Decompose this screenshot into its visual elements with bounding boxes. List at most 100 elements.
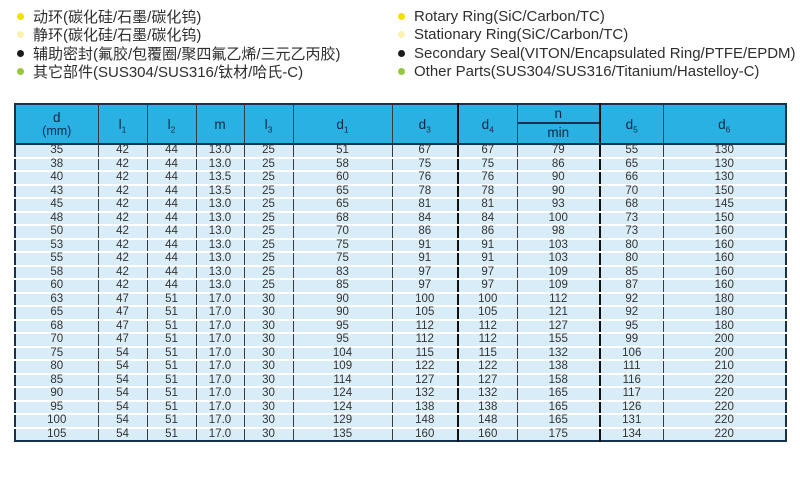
table-cell: 103: [517, 238, 601, 253]
table-cell: 80: [15, 360, 99, 375]
legend-item-label: 其它部件(SUS304/SUS316/钛材/哈氏-C): [33, 64, 304, 82]
table-cell: 44: [147, 252, 197, 267]
table-cell: 60: [293, 171, 393, 186]
table-cell: 66: [600, 171, 664, 186]
table-cell: 44: [147, 157, 197, 172]
table-cell: 100: [392, 292, 459, 307]
table-cell: 122: [458, 360, 518, 375]
table-row: 38 42 44 13.0 25 58 75 75 86 65 130: [15, 157, 786, 172]
split-header-n-min: n min: [517, 105, 599, 143]
legend-item-stationary-cn: 静环(碳化硅/石墨/碳化钨): [17, 26, 341, 44]
table-cell: 30: [244, 306, 294, 321]
table-cell: 42: [98, 252, 148, 267]
table-cell: 13.0: [196, 198, 245, 213]
header-label: d: [52, 110, 61, 125]
header-subscript: 2: [170, 124, 176, 135]
table-cell: 104: [293, 346, 393, 361]
table-cell: 51: [147, 427, 197, 441]
header-label: d: [718, 116, 726, 132]
table-cell: 17.0: [196, 400, 245, 415]
yellow-bullet-icon: [398, 12, 405, 20]
header-subscript: 3: [426, 124, 431, 135]
table-row: 45 42 44 13.0 25 65 81 81 93 68 145: [15, 198, 786, 213]
column-header: d6: [663, 104, 786, 145]
table-cell: 25: [244, 171, 294, 186]
table-cell: 17.0: [196, 319, 245, 334]
table-cell: 13.0: [196, 238, 245, 253]
table-cell: 44: [147, 171, 197, 186]
table-cell: 42: [98, 279, 148, 294]
table-cell: 80: [600, 238, 664, 253]
header-subscript: 1: [121, 124, 127, 135]
header-unit: (mm): [42, 124, 72, 138]
table-cell: 30: [244, 400, 294, 415]
table-cell: 106: [600, 346, 664, 361]
table-cell: 47: [98, 319, 148, 334]
table-cell: 30: [244, 333, 294, 348]
column-header: d4: [458, 104, 518, 145]
table-cell: 81: [392, 198, 459, 213]
table-cell: 127: [392, 373, 459, 388]
table-cell: 25: [244, 157, 294, 172]
table-cell: 75: [458, 157, 518, 172]
table-cell: 180: [663, 306, 786, 321]
table-cell: 65: [15, 306, 99, 321]
table-cell: 160: [458, 427, 518, 441]
table-cell: 30: [244, 373, 294, 388]
table-cell: 13.0: [196, 225, 245, 240]
legend-item-stationary-en: Stationary Ring(SiC/Carbon/TC): [398, 26, 796, 45]
table-cell: 25: [244, 279, 294, 294]
table-row: 75 54 51 17.0 30 104 115 115 132 106 200: [15, 346, 786, 361]
table-cell: 124: [293, 387, 393, 402]
table-cell: 115: [392, 346, 459, 361]
table-cell: 54: [98, 387, 148, 402]
header-label: n: [517, 105, 599, 124]
table-cell: 100: [458, 292, 518, 307]
table-cell: 13.0: [196, 265, 245, 280]
header-subscript: 4: [489, 124, 494, 135]
table-cell: 51: [147, 333, 197, 348]
table-cell: 85: [600, 265, 664, 280]
legend-item-other-parts-en: Other Parts(SUS304/SUS316/Titanium/Haste…: [398, 63, 796, 82]
table-cell: 54: [98, 400, 148, 415]
column-header: d (mm): [15, 104, 99, 145]
table-cell: 17.0: [196, 373, 245, 388]
table-cell: 95: [293, 319, 393, 334]
table-cell: 200: [663, 346, 786, 361]
table-cell: 134: [600, 427, 664, 441]
table-cell: 112: [392, 333, 459, 348]
table-cell: 100: [517, 211, 601, 226]
table-cell: 51: [147, 306, 197, 321]
table-cell: 127: [517, 319, 601, 334]
column-header: l2: [147, 104, 197, 145]
table-cell: 117: [600, 387, 664, 402]
table-cell: 51: [147, 373, 197, 388]
table-cell: 90: [517, 184, 601, 199]
table-cell: 44: [147, 238, 197, 253]
table-row: 95 54 51 17.0 30 124 138 138 165 126 220: [15, 400, 786, 415]
table-cell: 91: [458, 238, 518, 253]
table-cell: 86: [517, 157, 601, 172]
table-cell: 30: [244, 387, 294, 402]
table-cell: 25: [244, 225, 294, 240]
table-cell: 85: [15, 373, 99, 388]
table-row: 58 42 44 13.0 25 83 97 97 109 85 160: [15, 265, 786, 280]
table-cell: 160: [663, 238, 786, 253]
table-cell: 42: [98, 198, 148, 213]
table-cell: 92: [600, 292, 664, 307]
table-cell: 97: [458, 265, 518, 280]
table-cell: 160: [663, 265, 786, 280]
table-cell: 30: [244, 427, 294, 441]
legend-item-label: 辅助密封(氟胶/包覆圈/聚四氟乙烯/三元乙丙胶): [33, 45, 341, 63]
table-cell: 53: [15, 238, 99, 253]
table-cell: 43: [15, 184, 99, 199]
table-cell: 25: [244, 198, 294, 213]
table-cell: 45: [15, 198, 99, 213]
table-cell: 84: [392, 211, 459, 226]
table-cell: 44: [147, 198, 197, 213]
table-cell: 127: [458, 373, 518, 388]
table-cell: 109: [517, 265, 601, 280]
table-cell: 17.0: [196, 360, 245, 375]
table-row: 100 54 51 17.0 30 129 148 148 165 131 220: [15, 414, 786, 429]
table-cell: 75: [15, 346, 99, 361]
